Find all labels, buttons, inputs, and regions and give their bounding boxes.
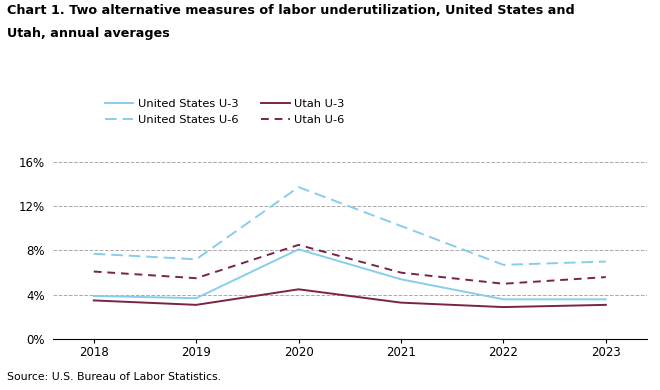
United States U-6 <box>397 223 405 228</box>
United States U-6 <box>192 257 200 262</box>
United States U-6 <box>602 259 610 264</box>
Line: Utah U-6: Utah U-6 <box>94 245 606 284</box>
Line: United States U-3: United States U-3 <box>94 249 606 299</box>
United States U-3 <box>294 247 302 252</box>
Utah U-6 <box>500 282 508 286</box>
Line: United States U-6: United States U-6 <box>94 187 606 265</box>
Utah U-3 <box>397 300 405 305</box>
Utah U-3 <box>602 303 610 307</box>
United States U-3 <box>192 296 200 301</box>
Text: Utah, annual averages: Utah, annual averages <box>7 27 170 40</box>
Utah U-6 <box>90 269 98 274</box>
Text: Chart 1. Two alternative measures of labor underutilization, United States and: Chart 1. Two alternative measures of lab… <box>7 4 574 17</box>
United States U-3 <box>602 297 610 301</box>
United States U-6 <box>90 252 98 256</box>
Line: Utah U-3: Utah U-3 <box>94 289 606 307</box>
Utah U-3 <box>90 298 98 303</box>
Utah U-6 <box>397 270 405 275</box>
Text: Source: U.S. Bureau of Labor Statistics.: Source: U.S. Bureau of Labor Statistics. <box>7 372 220 382</box>
United States U-6 <box>294 185 302 190</box>
United States U-3 <box>500 297 508 301</box>
Utah U-6 <box>602 275 610 279</box>
United States U-6 <box>500 262 508 267</box>
Utah U-3 <box>192 303 200 307</box>
Utah U-6 <box>294 243 302 247</box>
Legend: United States U-3, United States U-6, Utah U-3, Utah U-6: United States U-3, United States U-6, Ut… <box>105 99 345 125</box>
Utah U-3 <box>294 287 302 292</box>
Utah U-6 <box>192 276 200 280</box>
Utah U-3 <box>500 305 508 309</box>
United States U-3 <box>397 277 405 282</box>
United States U-3 <box>90 294 98 298</box>
